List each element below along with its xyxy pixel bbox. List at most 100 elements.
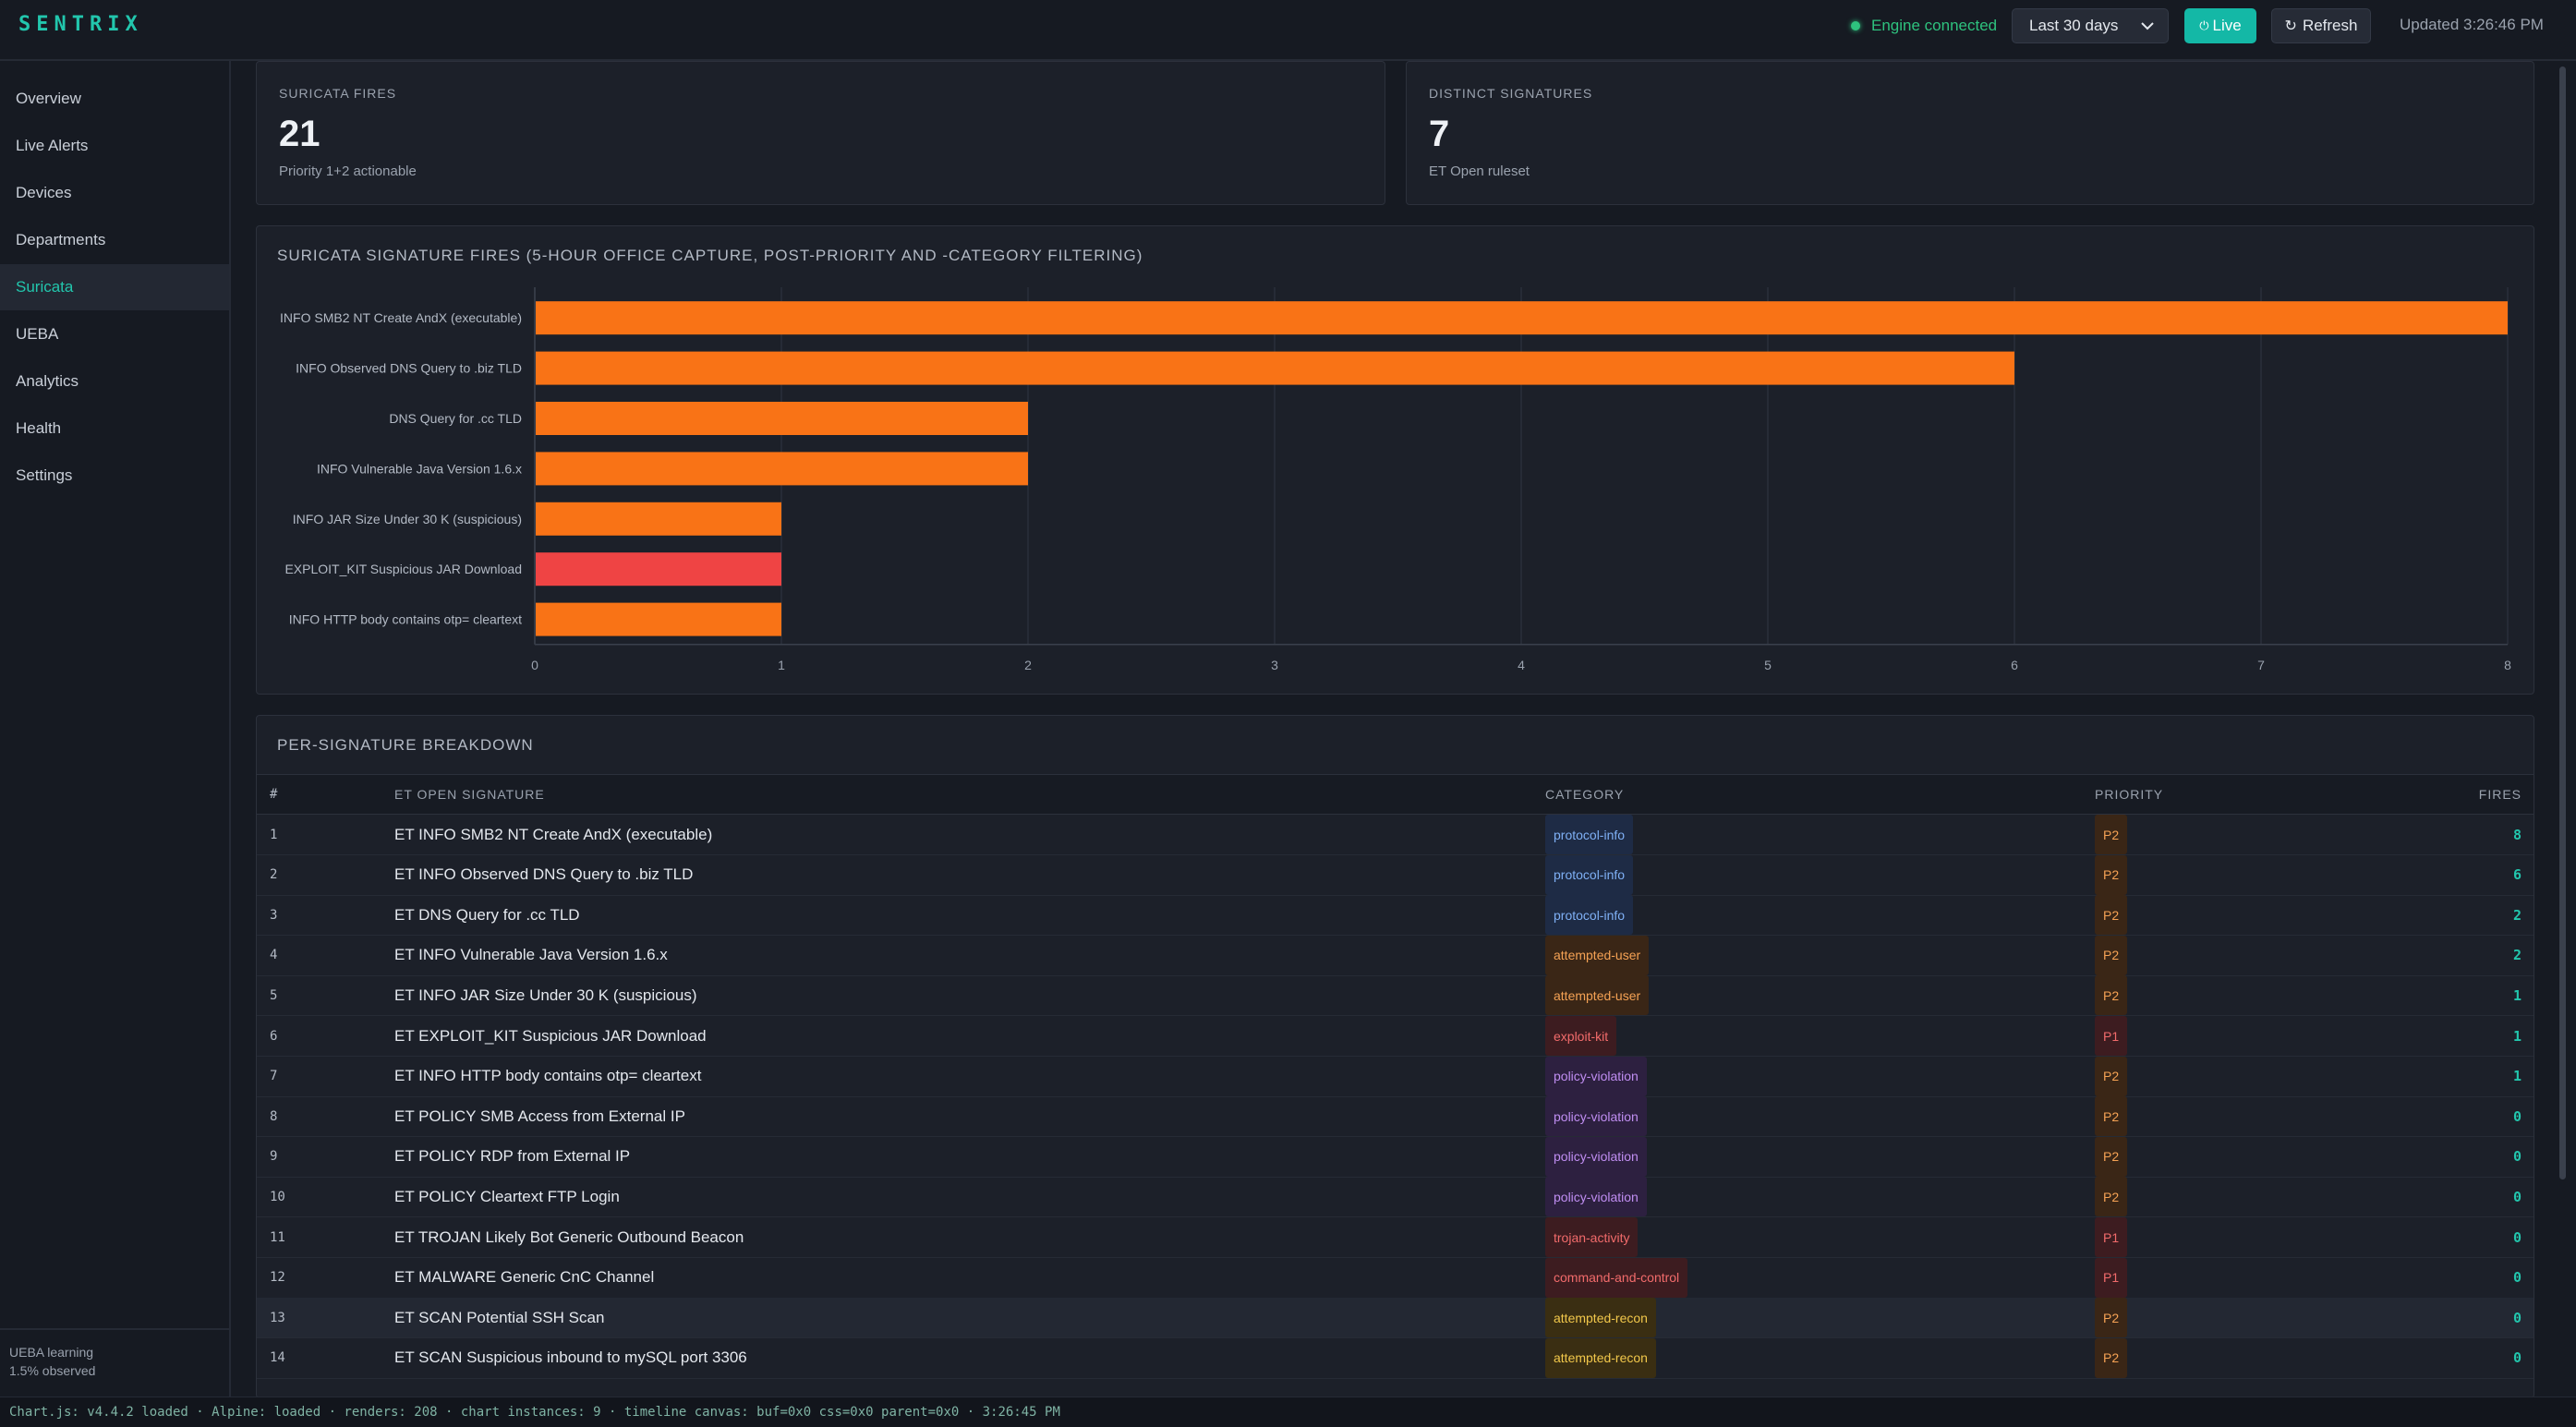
row-index: 10 — [270, 1189, 285, 1204]
category-badge: policy-violation — [1545, 1096, 1647, 1137]
priority-badge: P1 — [2095, 1016, 2128, 1056]
sidebar-item-departments[interactable]: Departments — [16, 231, 106, 248]
row-priority-cell: P1 — [2095, 1016, 2128, 1056]
row-priority-cell: P2 — [2095, 815, 2128, 854]
table-row[interactable]: 6 ET EXPLOIT_KIT Suspicious JAR Download e… — [257, 1016, 2534, 1057]
row-category-cell: protocol-info — [1545, 854, 1634, 895]
row-fires: 0 — [2512, 1188, 2522, 1205]
row-priority-cell: P2 — [2095, 1177, 2128, 1217]
table-title: PER-SIGNATURE BREAKDOWN — [277, 736, 534, 754]
sidebar-item-overview[interactable]: Overview — [16, 90, 81, 107]
row-fires: 2 — [2512, 906, 2522, 924]
table-row[interactable]: 12 ET MALWARE Generic CnC Channel command-… — [257, 1257, 2534, 1299]
row-index: 14 — [270, 1350, 285, 1366]
power-icon: ⏻ — [2199, 18, 2209, 32]
table-row[interactable]: 8 ET POLICY SMB Access from External IP po… — [257, 1096, 2534, 1138]
row-category-cell: trojan-activity — [1545, 1217, 1639, 1257]
category-badge: attempted-recon — [1545, 1337, 1656, 1378]
row-priority-cell: P2 — [2095, 1096, 2128, 1137]
live-button-label: Live — [2212, 17, 2242, 34]
sidebar-item-settings[interactable]: Settings — [16, 466, 73, 484]
row-priority-cell: P2 — [2095, 935, 2128, 975]
chevron-down-icon — [2141, 22, 2154, 30]
row-index: 12 — [270, 1270, 285, 1286]
priority-badge: P2 — [2095, 815, 2128, 854]
refresh-icon: ↻ — [2284, 18, 2297, 34]
table-row[interactable]: 13 ET SCAN Potential SSH Scan attempted-re… — [257, 1298, 2534, 1339]
category-badge: attempted-recon — [1545, 1298, 1656, 1338]
y-category-label: INFO HTTP body contains otp= cleartext — [289, 612, 522, 627]
row-index: 13 — [270, 1310, 285, 1325]
sidebar-item-suricata[interactable]: Suricata — [0, 264, 229, 310]
row-fires: 0 — [2512, 1228, 2522, 1246]
col-header-category[interactable]: CATEGORY — [1545, 787, 1625, 802]
priority-badge: P2 — [2095, 1177, 2128, 1217]
page-scrollbar[interactable] — [2559, 67, 2566, 1179]
time-range-value: Last 30 days — [2029, 17, 2119, 34]
table-row[interactable]: 9 ET POLICY RDP from External IP policy-vi… — [257, 1136, 2534, 1178]
priority-badge: P2 — [2095, 1056, 2128, 1096]
y-category-label: EXPLOIT_KIT Suspicious JAR Download — [284, 562, 522, 576]
priority-badge: P2 — [2095, 1096, 2128, 1137]
row-signature: ET INFO Observed DNS Query to .biz TLD — [394, 865, 694, 884]
row-signature: ET INFO JAR Size Under 30 K (suspicious) — [394, 986, 697, 1004]
row-fires: 2 — [2512, 947, 2522, 964]
table-row[interactable]: 10 ET POLICY Cleartext FTP Login policy-vi… — [257, 1177, 2534, 1218]
row-category-cell: policy-violation — [1545, 1136, 1647, 1177]
row-priority-cell: P1 — [2095, 1217, 2128, 1257]
debug-status-line: Chart.js: v4.4.2 loaded · Alpine: loaded… — [0, 1397, 2576, 1427]
row-index: 9 — [270, 1149, 278, 1165]
col-header-fires[interactable]: FIRES — [2478, 787, 2522, 802]
row-index: 7 — [270, 1069, 278, 1084]
ueba-learning-progress: 1.5% observed — [9, 1363, 96, 1378]
table-row[interactable]: 5 ET INFO JAR Size Under 30 K (suspicious… — [257, 975, 2534, 1017]
table-row[interactable]: 2 ET INFO Observed DNS Query to .biz TLD p… — [257, 854, 2534, 896]
per-signature-breakdown-card: PER-SIGNATURE BREAKDOWN # ET OPEN SIGNAT… — [256, 715, 2534, 1398]
sidebar-item-devices[interactable]: Devices — [16, 184, 72, 201]
row-fires: 8 — [2512, 826, 2522, 843]
col-header-priority[interactable]: PRIORITY — [2095, 787, 2164, 802]
table-row[interactable]: 4 ET INFO Vulnerable Java Version 1.6.x at… — [257, 935, 2534, 976]
engine-status: Engine connected — [1851, 15, 1997, 37]
col-header-index[interactable]: # — [270, 787, 279, 802]
chart-bar[interactable] — [536, 351, 2014, 385]
row-signature: ET POLICY Cleartext FTP Login — [394, 1187, 620, 1205]
row-index: 6 — [270, 1028, 278, 1044]
sidebar-item-ueba[interactable]: UEBA — [16, 325, 59, 343]
row-category-cell: command-and-control — [1545, 1257, 1688, 1298]
table-row[interactable]: 1 ET INFO SMB2 NT Create AndX (executable… — [257, 815, 2534, 855]
sidebar-item-analytics[interactable]: Analytics — [16, 372, 79, 390]
col-header-signature[interactable]: ET OPEN SIGNATURE — [394, 787, 545, 802]
row-fires: 0 — [2512, 1349, 2522, 1367]
table-row[interactable]: 3 ET DNS Query for .cc TLD protocol-info P2… — [257, 895, 2534, 937]
row-fires: 0 — [2512, 1269, 2522, 1287]
chart-bar[interactable] — [536, 452, 1028, 486]
row-category-cell: policy-violation — [1545, 1096, 1647, 1137]
time-range-select[interactable]: Last 30 days — [2012, 8, 2169, 43]
top-bar: SENTRIX Engine connected Last 30 days ⏻ … — [0, 0, 2576, 61]
category-badge: protocol-info — [1545, 854, 1634, 895]
category-badge: command-and-control — [1545, 1257, 1688, 1298]
row-index: 4 — [270, 948, 278, 963]
row-signature: ET TROJAN Likely Bot Generic Outbound Be… — [394, 1227, 744, 1246]
kpi-subtitle: Priority 1+2 actionable — [279, 163, 417, 179]
sidebar-item-health[interactable]: Health — [16, 419, 62, 437]
sidebar-item-live-alerts[interactable]: Live Alerts — [16, 137, 89, 154]
table-row[interactable]: 7 ET INFO HTTP body contains otp= clearte… — [257, 1056, 2534, 1097]
chart-bar[interactable] — [536, 552, 781, 587]
table-row[interactable]: 11 ET TROJAN Likely Bot Generic Outbound … — [257, 1217, 2534, 1258]
priority-badge: P2 — [2095, 1298, 2128, 1338]
chart-bar[interactable] — [536, 301, 2508, 335]
brand-logo[interactable]: SENTRIX — [18, 13, 143, 36]
chart-bar[interactable] — [536, 502, 781, 536]
chart-title: SURICATA SIGNATURE FIRES (5-HOUR OFFICE … — [277, 247, 1143, 264]
row-category-cell: policy-violation — [1545, 1177, 1647, 1217]
row-index: 5 — [270, 987, 278, 1003]
row-signature: ET INFO SMB2 NT Create AndX (executable) — [394, 825, 713, 843]
refresh-button[interactable]: ↻ Refresh — [2271, 8, 2371, 43]
chart-bar[interactable] — [536, 402, 1028, 435]
chart-bar[interactable] — [536, 602, 781, 636]
kpi-subtitle: ET Open ruleset — [1429, 163, 1530, 179]
live-button[interactable]: ⏻ Live — [2184, 8, 2256, 43]
table-row[interactable]: 14 ET SCAN Suspicious inbound to mySQL po… — [257, 1337, 2534, 1379]
